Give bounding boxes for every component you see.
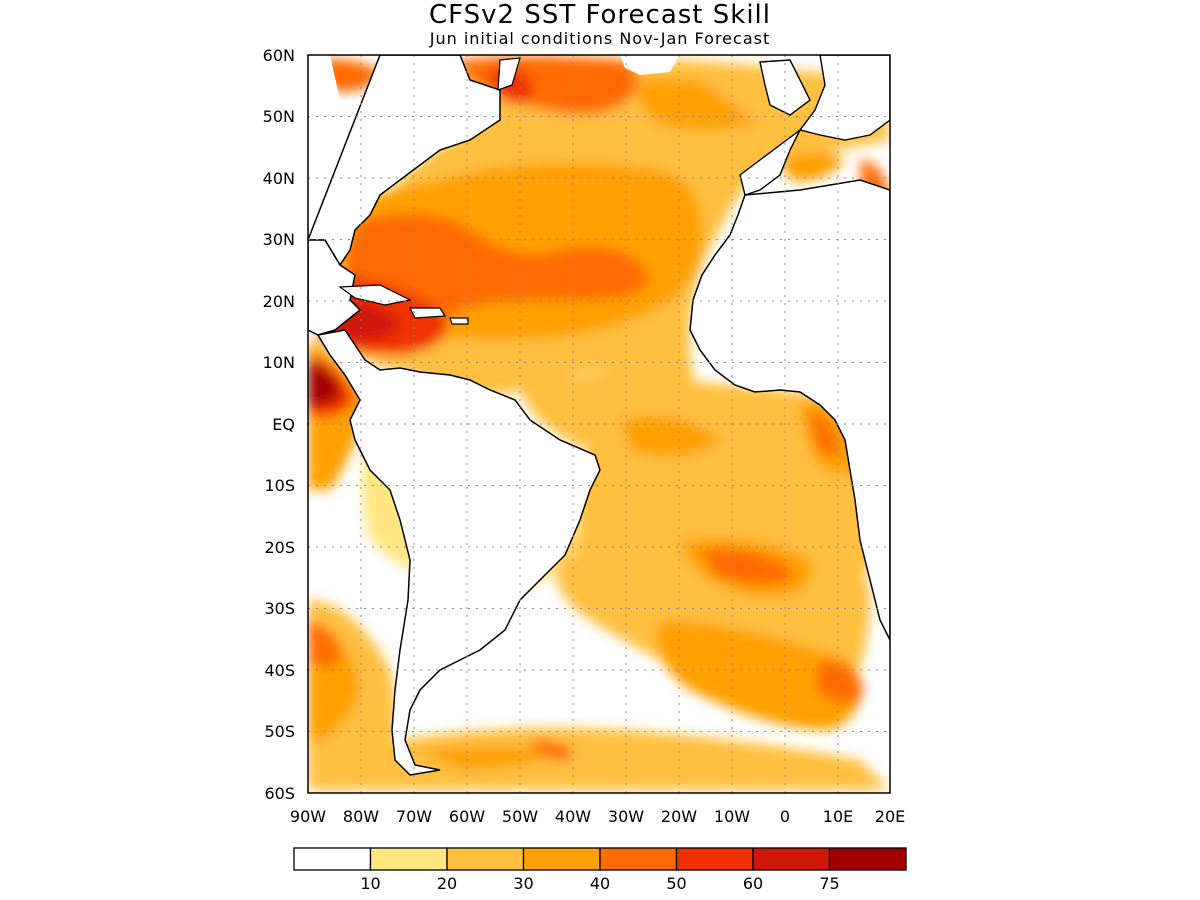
lat-tick-label: 50N xyxy=(263,107,295,126)
lon-tick-label: 10E xyxy=(823,807,853,826)
land xyxy=(308,55,890,776)
lat-tick-label: 30S xyxy=(264,599,295,618)
lon-axis: 90W 80W 70W 60W 50W 40W 30W 20W 10W 0 10… xyxy=(290,807,905,826)
lon-tick-label: 30W xyxy=(608,807,644,826)
lon-tick-label: 20W xyxy=(661,807,697,826)
colorbar-swatch xyxy=(599,847,678,871)
colorbar: 10 20 30 40 50 60 75 xyxy=(293,847,907,893)
colorbar-swatch xyxy=(522,847,601,871)
colorbar-label: 20 xyxy=(437,874,457,893)
lon-tick-label: 0 xyxy=(780,807,790,826)
lat-tick-label: 50S xyxy=(264,722,295,741)
graticule xyxy=(308,55,890,793)
lat-tick-label: 10N xyxy=(263,353,295,372)
colorbar-label: 30 xyxy=(513,874,533,893)
lat-tick-label: EQ xyxy=(272,415,295,434)
map-title: CFSv2 SST Forecast Skill xyxy=(428,0,772,30)
colorbar-label: 10 xyxy=(360,874,380,893)
lat-tick-label: 10S xyxy=(264,476,295,495)
lat-tick-label: 30N xyxy=(263,230,295,249)
plot-frame xyxy=(307,54,891,794)
colorbar-swatch xyxy=(752,847,831,871)
colorbar-swatch xyxy=(293,847,372,871)
lon-tick-label: 70W xyxy=(396,807,432,826)
lon-tick-label: 60W xyxy=(449,807,485,826)
lat-axis: 60N 50N 40N 30N 20N 10N EQ 10S 20S 30S 4… xyxy=(263,46,295,803)
lat-tick-label: 40S xyxy=(264,661,295,680)
colorbar-swatch xyxy=(828,847,907,871)
lat-tick-label: 20S xyxy=(264,538,295,557)
lat-tick-label: 60S xyxy=(264,784,295,803)
lat-tick-label: 60N xyxy=(263,46,295,65)
lon-tick-label: 50W xyxy=(502,807,538,826)
colorbar-label: 40 xyxy=(590,874,610,893)
colorbar-swatch xyxy=(675,847,754,871)
lon-tick-label: 90W xyxy=(290,807,326,826)
lon-tick-label: 10W xyxy=(714,807,750,826)
colorbar-label: 50 xyxy=(666,874,686,893)
lat-tick-label: 20N xyxy=(263,292,295,311)
colorbar-label: 75 xyxy=(819,874,839,893)
colorbar-swatch xyxy=(446,847,525,871)
lon-tick-label: 80W xyxy=(343,807,379,826)
lon-tick-label: 40W xyxy=(555,807,591,826)
lon-tick-label: 20E xyxy=(875,807,905,826)
lat-tick-label: 40N xyxy=(263,169,295,188)
colorbar-label: 60 xyxy=(743,874,763,893)
colorbar-swatch xyxy=(369,847,448,871)
map-subtitle: Jun initial conditions Nov-Jan Forecast xyxy=(429,29,771,48)
